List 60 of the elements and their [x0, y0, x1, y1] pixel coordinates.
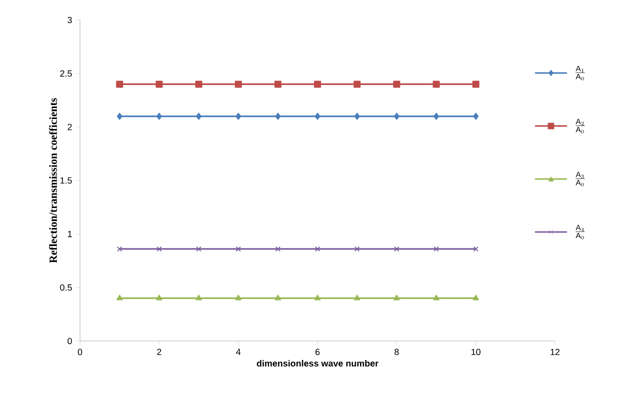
point [354, 294, 360, 300]
point [314, 246, 320, 252]
y-tick-label: 3 [68, 16, 72, 24]
point [434, 112, 440, 120]
point [472, 80, 480, 88]
x-tick-label: 10 [472, 348, 480, 356]
point [275, 246, 281, 252]
x-tick-label: 6 [315, 348, 320, 356]
y-tick-label: 1 [68, 230, 72, 238]
x-tick-label: 12 [550, 348, 560, 356]
point [473, 112, 479, 120]
point [314, 112, 320, 120]
y-tick-label: 0 [68, 338, 72, 344]
point [354, 80, 361, 88]
point [116, 80, 124, 88]
point [156, 112, 162, 120]
point [433, 294, 440, 300]
legend-label: $\frac{\mathrm{A}_4}{\mathrm{A}_0}$ [576, 224, 585, 240]
point [236, 246, 241, 252]
point [354, 112, 360, 120]
point [274, 80, 282, 88]
point [116, 294, 123, 300]
x-axis-title: dimensionless wave number [256, 360, 378, 367]
point [156, 80, 163, 88]
y-axis-title: Reflection/transmission coefficients [49, 98, 57, 263]
point [472, 294, 479, 300]
x-tick-label: 4 [236, 348, 241, 355]
point [116, 112, 122, 120]
point [394, 112, 400, 120]
point [235, 294, 242, 300]
point [314, 80, 322, 88]
point [156, 294, 162, 300]
point [473, 246, 478, 252]
point [195, 80, 202, 88]
point [274, 294, 282, 300]
point [234, 80, 242, 88]
point [354, 246, 360, 252]
point [196, 112, 202, 120]
x-tick-label: 2 [157, 348, 162, 356]
legend-label: $\frac{\mathrm{A}_1}{\mathrm{A}_0}$ [576, 66, 585, 80]
point [394, 246, 400, 252]
x-tick-label: 0 [78, 348, 82, 356]
point [275, 112, 281, 120]
legend-label: $\frac{\mathrm{A}_3}{\mathrm{A}_0}$ [576, 172, 585, 186]
point [196, 246, 202, 252]
legend-label: $\frac{\mathrm{A}_2}{\mathrm{A}_0}$ [576, 118, 585, 134]
point [314, 294, 321, 300]
point [394, 294, 400, 300]
y-tick-label: 0.5 [60, 284, 72, 291]
point [236, 112, 242, 120]
point [156, 246, 162, 252]
x-tick-label: 8 [394, 348, 399, 356]
point [434, 246, 439, 252]
y-tick-label: 2 [68, 124, 72, 130]
point [196, 294, 202, 300]
point [393, 80, 400, 88]
y-tick-label: 2.5 [60, 70, 72, 77]
y-tick-label: 1.5 [60, 177, 72, 184]
point [116, 246, 122, 252]
point [432, 80, 440, 88]
